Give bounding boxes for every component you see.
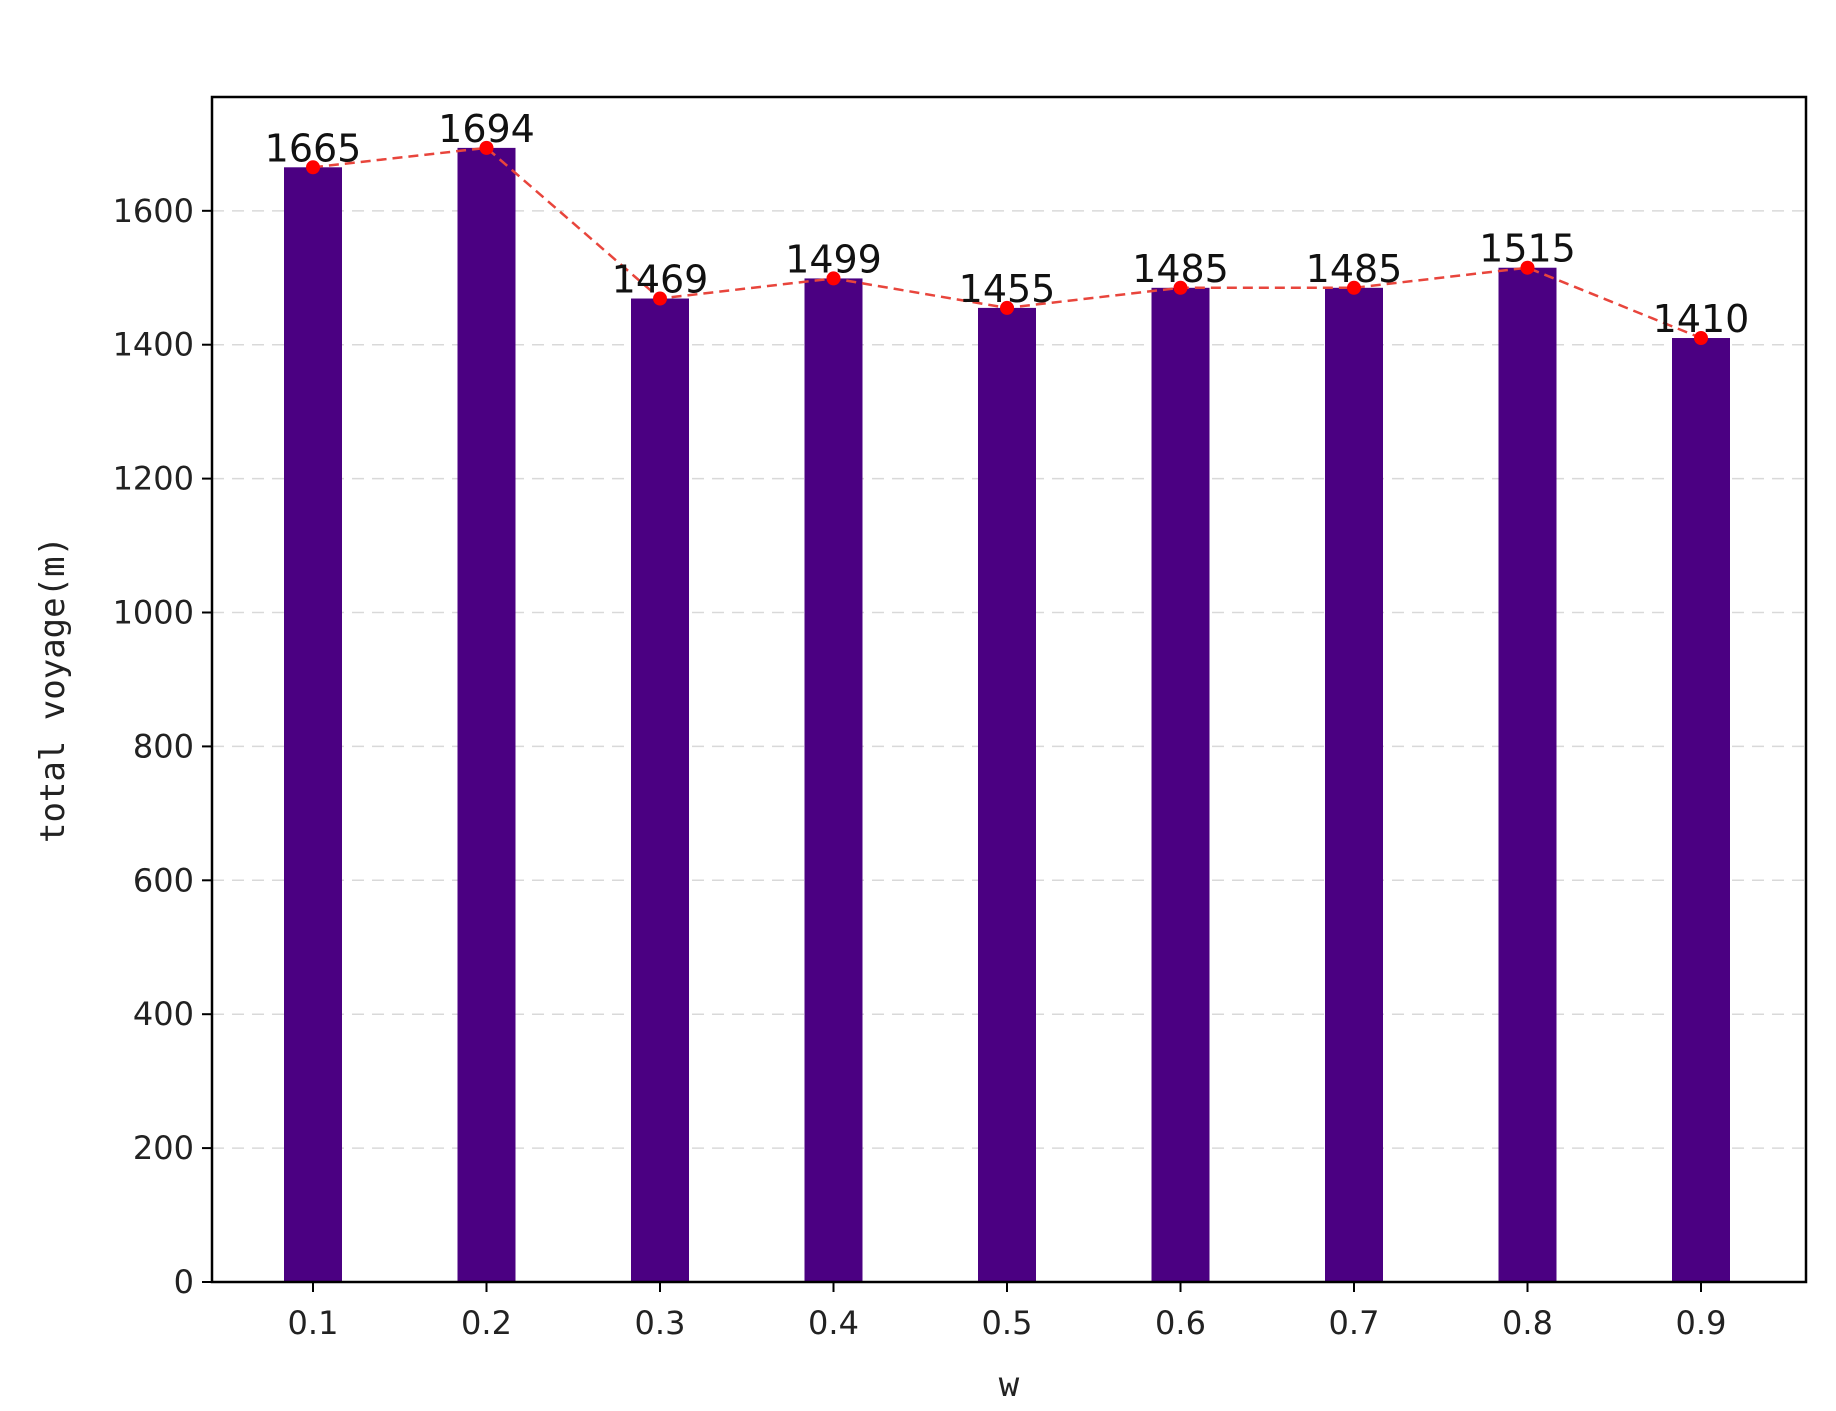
- bar-0.9: [1672, 338, 1730, 1282]
- trend-marker: [1347, 280, 1361, 295]
- y-tick-label: 800: [133, 727, 194, 765]
- trend-marker: [653, 291, 667, 306]
- data-label: 1515: [1479, 227, 1576, 271]
- x-tick-label: 0.5: [982, 1304, 1033, 1342]
- bars: [284, 147, 1730, 1283]
- y-tick-label: 1400: [113, 326, 194, 364]
- x-axis-ticks: 0.1 0.2 0.3 0.4 0.5 0.6 0.7 0.8 0.9: [288, 1282, 1727, 1342]
- data-label: 1694: [438, 107, 535, 151]
- x-tick-label: 0.1: [288, 1304, 339, 1342]
- bar-0.8: [1498, 267, 1557, 1282]
- x-tick-label: 0.8: [1502, 1304, 1553, 1342]
- bar-0.1: [284, 167, 342, 1282]
- bar-0.5: [978, 307, 1036, 1282]
- y-axis-ticks: 0 200 400 600 800 1000 1200 1400 1600: [113, 192, 212, 1301]
- y-tick-label: 400: [133, 995, 194, 1033]
- bar-0.7: [1325, 287, 1383, 1283]
- y-tick-label: 1600: [113, 192, 194, 230]
- bar-0.2: [457, 147, 516, 1283]
- data-labels: 1665 1694 1469 1499 1455 1485 1485 1515 1410: [265, 107, 1750, 341]
- y-tick-label: 1000: [113, 594, 194, 632]
- data-label: 1410: [1653, 297, 1750, 341]
- data-label: 1469: [612, 258, 709, 302]
- data-label: 1499: [785, 237, 882, 281]
- trend-marker: [826, 271, 841, 286]
- y-tick-label: 0: [174, 1263, 194, 1301]
- trend-marker: [306, 160, 320, 175]
- x-tick-label: 0.7: [1329, 1304, 1380, 1342]
- data-label: 1665: [265, 126, 362, 170]
- trend-marker: [479, 140, 494, 155]
- trend-line-layer: [306, 140, 1708, 346]
- trend-marker: [1520, 260, 1535, 275]
- plot-frame: [210, 95, 1808, 1284]
- x-tick-label: 0.9: [1676, 1304, 1727, 1342]
- y-tick-label: 1200: [113, 460, 194, 498]
- x-tick-label: 0.2: [461, 1304, 512, 1342]
- bar-0.3: [631, 298, 689, 1282]
- trend-marker: [1000, 300, 1014, 315]
- bar-0.6: [1151, 287, 1210, 1283]
- x-tick-label: 0.3: [635, 1304, 686, 1342]
- data-label: 1485: [1306, 247, 1403, 291]
- trend-marker: [1694, 331, 1708, 346]
- y-axis-title: total voyage(m): [33, 536, 73, 843]
- data-label: 1485: [1132, 247, 1229, 291]
- bar-0.4: [804, 278, 863, 1282]
- x-tick-label: 0.4: [808, 1304, 859, 1342]
- y-tick-label: 200: [133, 1129, 194, 1167]
- y-tick-label: 600: [133, 861, 194, 899]
- x-axis-title: w: [999, 1365, 1020, 1405]
- data-label: 1455: [959, 267, 1056, 311]
- x-tick-label: 0.6: [1155, 1304, 1206, 1342]
- trend-marker: [1173, 280, 1188, 295]
